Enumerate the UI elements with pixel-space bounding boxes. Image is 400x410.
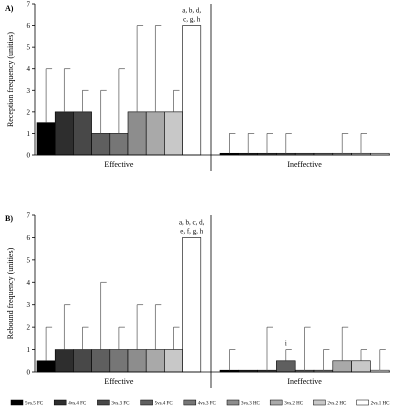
significance-annotation: i xyxy=(285,340,287,348)
bar xyxy=(36,360,56,373)
bar xyxy=(73,349,92,373)
legend-item: 2vs.1 HC xyxy=(356,399,391,407)
legend-label: 4vs.3 FC xyxy=(198,402,217,407)
legend-swatch xyxy=(10,399,24,406)
legend-label: 5vs.5 FC xyxy=(25,402,44,407)
legend: 5vs.5 FC 4vs.4 FC 3vs.3 FC 5vs.4 FC 4vs.3 FC… xyxy=(10,399,391,407)
legend-swatch xyxy=(269,399,283,406)
significance-annotation: a, b, c, d, xyxy=(179,218,205,226)
bar xyxy=(109,133,129,156)
legend-item: 2vs.2 HC xyxy=(313,399,347,407)
significance-annotation: a, b, d, xyxy=(182,7,201,15)
legend-item: 3vs.3 FC xyxy=(97,399,130,407)
legend-item: 3vs.2 HC xyxy=(269,399,304,407)
category-label: Ineffective xyxy=(287,377,322,386)
significance-annotation: c, g, h xyxy=(183,16,201,24)
bar xyxy=(145,349,165,373)
legend-label: 4vs.4 FC xyxy=(68,402,87,407)
chart-panel-2: B) Rebound frequency (unities) a, b, c, d,… xyxy=(5,212,390,388)
legend-label: 5vs.4 FC xyxy=(155,402,174,407)
legend-swatch xyxy=(183,399,197,406)
y-tick-label: 5 xyxy=(27,256,31,264)
legend-label: 3vs.2 HC xyxy=(284,402,304,407)
y-tick-label: 2 xyxy=(27,324,31,332)
bar xyxy=(145,111,165,156)
y-tick-label: 7 xyxy=(27,1,31,9)
y-tick-label: 6 xyxy=(27,22,31,30)
y-tick-label: 2 xyxy=(27,108,31,116)
category-label: Effective xyxy=(104,377,134,386)
bar xyxy=(54,111,74,156)
chart-panel-1: A) Reception frequency (unities) a, b, d,c… xyxy=(5,1,390,171)
legend-label: 3vs.3 FC xyxy=(111,402,130,407)
legend-item: 3vs.3 HC xyxy=(226,399,261,407)
bar xyxy=(164,111,183,156)
legend-item: 5vs.4 FC xyxy=(140,399,174,407)
bar xyxy=(91,133,111,156)
y-tick-label: 3 xyxy=(27,301,31,309)
legend-swatch xyxy=(313,399,326,406)
bar xyxy=(127,349,147,373)
category-label: Effective xyxy=(104,160,134,169)
legend-label: 2vs.2 HC xyxy=(327,402,347,407)
bar xyxy=(36,122,56,156)
legend-item: 4vs.4 FC xyxy=(53,399,87,407)
bar xyxy=(351,360,371,373)
y-tick-label: 4 xyxy=(27,279,31,287)
legend-swatch xyxy=(356,399,369,406)
y-axis-label: Reception frequency (unities) xyxy=(6,32,15,127)
bar xyxy=(54,349,74,373)
bar xyxy=(182,237,202,373)
legend-label: 3vs.3 HC xyxy=(241,402,261,407)
y-tick-label: 4 xyxy=(27,65,31,73)
y-tick-label: 3 xyxy=(27,87,31,95)
y-tick-label: 1 xyxy=(27,130,31,138)
legend-swatch xyxy=(226,399,240,406)
legend-swatch xyxy=(53,399,67,406)
bar xyxy=(164,349,183,373)
y-tick-label: 5 xyxy=(27,44,31,52)
y-tick-label: 0 xyxy=(27,152,31,160)
bar xyxy=(91,349,111,373)
legend-item: 4vs.3 FC xyxy=(183,399,217,407)
y-axis-label: Rebound frequency (unities) xyxy=(6,247,15,339)
legend-swatch xyxy=(97,399,110,406)
legend-label: 2vs.1 HC xyxy=(371,402,391,407)
significance-annotation: e, f, g, h xyxy=(180,227,203,235)
y-tick-label: 0 xyxy=(27,369,31,377)
bar xyxy=(73,111,92,156)
y-tick-label: 6 xyxy=(27,234,31,242)
bar xyxy=(127,111,147,156)
legend-swatch xyxy=(140,399,153,406)
bar xyxy=(276,360,296,373)
y-tick-label: 7 xyxy=(27,212,31,220)
category-label: Ineffective xyxy=(287,160,322,169)
panel-label: A) xyxy=(5,4,14,13)
bar xyxy=(182,25,202,156)
y-tick-label: 1 xyxy=(27,346,31,354)
bar xyxy=(332,360,352,373)
legend-item: 5vs.5 FC xyxy=(10,399,44,407)
panel-label: B) xyxy=(5,214,13,223)
bar xyxy=(109,349,129,373)
